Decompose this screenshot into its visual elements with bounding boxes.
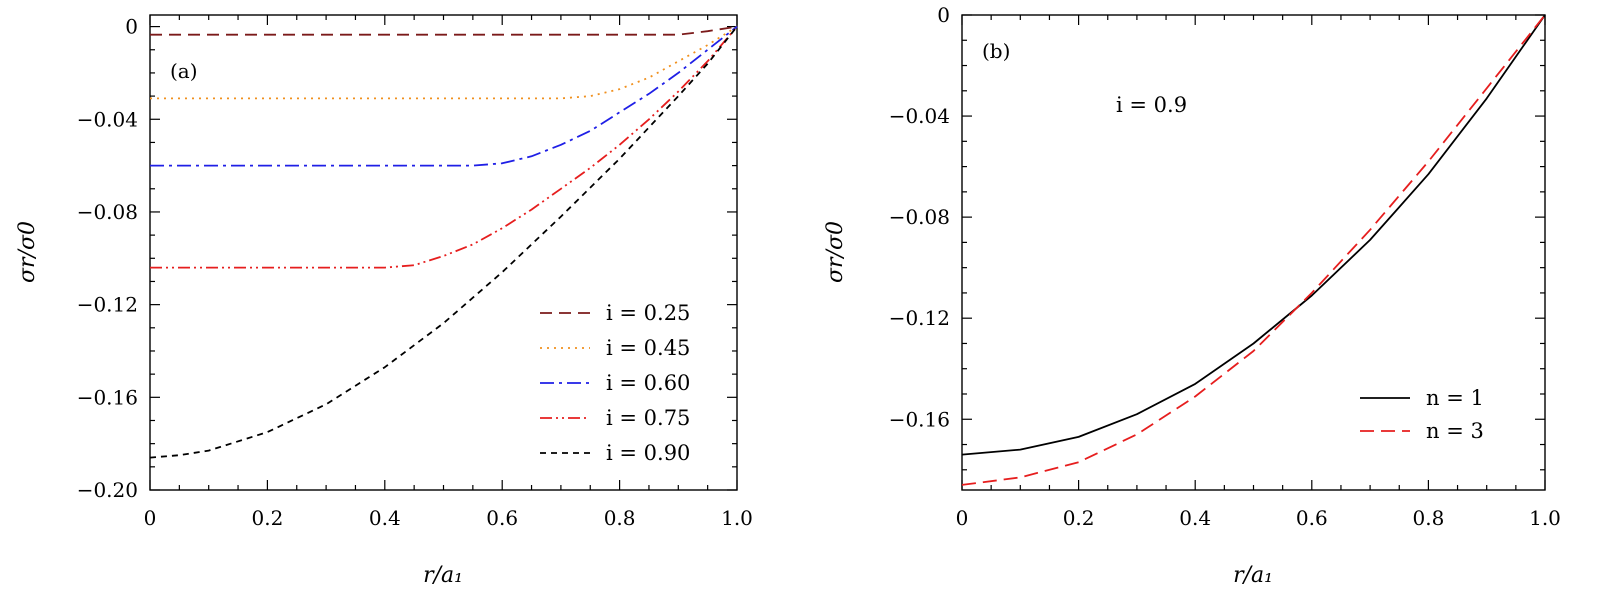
series-lines-b bbox=[961, 14, 1546, 486]
x-axis-label-b: r/a₁ bbox=[1233, 563, 1273, 588]
y-tick-label: −0.16 bbox=[77, 385, 138, 409]
legend-b: n = 1 n = 3 bbox=[1360, 386, 1484, 443]
y-tick-label: −0.20 bbox=[77, 478, 138, 502]
x-tick-label: 0.6 bbox=[1296, 506, 1328, 530]
y-tick-labels-a: 0 −0.04 −0.08 −0.12 −0.16 −0.20 bbox=[77, 15, 138, 502]
legend-label-5: i = 0.90 bbox=[606, 441, 690, 465]
legend-label-1: n = 1 bbox=[1426, 386, 1484, 410]
series-lines-a bbox=[149, 25, 738, 459]
y-tick-label: −0.12 bbox=[77, 293, 138, 317]
legend-label-4: i = 0.75 bbox=[606, 406, 690, 430]
x-tick-label: 0.2 bbox=[251, 506, 283, 530]
legend-label-1: i = 0.25 bbox=[606, 301, 690, 325]
series-line-2 bbox=[961, 14, 1546, 486]
x-tick-label: 0.8 bbox=[604, 506, 636, 530]
panel-label-a: (a) bbox=[170, 59, 198, 83]
x-tick-label: 0.2 bbox=[1063, 506, 1095, 530]
x-tick-label: 1.0 bbox=[1529, 506, 1561, 530]
y-tick-label: −0.08 bbox=[889, 205, 950, 229]
series-line-5 bbox=[149, 26, 738, 459]
y-tick-label: −0.08 bbox=[77, 200, 138, 224]
series-line-1 bbox=[150, 25, 738, 36]
panel-label-b: (b) bbox=[982, 39, 1010, 63]
series-line-3 bbox=[150, 25, 738, 167]
legend-label-2: i = 0.45 bbox=[606, 336, 690, 360]
x-tick-label: 0.8 bbox=[1412, 506, 1444, 530]
chart-panel-a: 0 0.2 0.4 0.6 0.8 1.0 0 −0.04 −0.08 −0.12 −0.16 −0… bbox=[15, 14, 753, 588]
x-axis-label-a: r/a₁ bbox=[423, 563, 463, 588]
y-tick-labels-b: 0 −0.04 −0.08 −0.12 −0.16 bbox=[889, 3, 950, 431]
y-tick-label: −0.12 bbox=[889, 306, 950, 330]
series-line-1 bbox=[961, 14, 1546, 456]
y-axis-label-b: σr/σ0 bbox=[823, 221, 848, 283]
y-tick-label: −0.16 bbox=[889, 407, 950, 431]
y-tick-label: −0.04 bbox=[77, 107, 138, 131]
legend-label-3: i = 0.60 bbox=[606, 371, 690, 395]
x-tick-label: 1.0 bbox=[721, 506, 753, 530]
x-ticks-b bbox=[961, 15, 1546, 490]
series-line-2 bbox=[150, 25, 738, 100]
y-ticks-a bbox=[150, 25, 737, 491]
y-tick-label: 0 bbox=[125, 15, 138, 39]
x-tick-label: 0.6 bbox=[486, 506, 518, 530]
y-ticks-b bbox=[962, 14, 1545, 471]
legend-a: i = 0.25 i = 0.45 i = 0.60 i = 0.75 i = 0.90 bbox=[540, 301, 690, 465]
legend-label-2: n = 3 bbox=[1426, 419, 1484, 443]
x-tick-label: 0 bbox=[956, 506, 969, 530]
x-ticks-a bbox=[149, 15, 738, 490]
x-tick-label: 0.4 bbox=[369, 506, 401, 530]
series-line-4 bbox=[150, 26, 738, 269]
y-tick-label: −0.04 bbox=[889, 104, 950, 128]
x-tick-labels-a: 0 0.2 0.4 0.6 0.8 1.0 bbox=[144, 506, 753, 530]
x-tick-label: 0.4 bbox=[1179, 506, 1211, 530]
x-tick-labels-b: 0 0.2 0.4 0.6 0.8 1.0 bbox=[956, 506, 1561, 530]
x-tick-label: 0 bbox=[144, 506, 157, 530]
y-tick-label: 0 bbox=[937, 3, 950, 27]
y-axis-label-a: σr/σ0 bbox=[15, 221, 40, 283]
annotation-b: i = 0.9 bbox=[1116, 93, 1187, 117]
chart-panel-b: 0 0.2 0.4 0.6 0.8 1.0 0 −0.04 −0.08 −0.12 −0.16 (… bbox=[823, 3, 1561, 588]
